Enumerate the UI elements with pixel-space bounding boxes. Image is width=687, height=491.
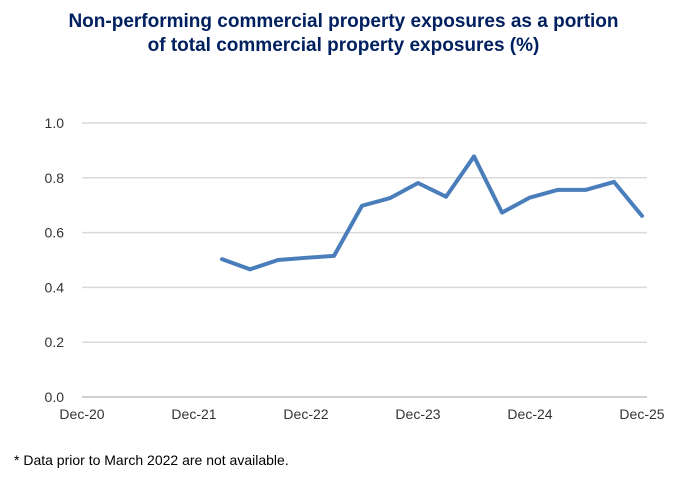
x-tick-label: Dec-25 [619, 406, 664, 422]
y-tick-label: 0.0 [45, 389, 65, 405]
y-tick-label: 0.6 [45, 225, 65, 241]
series-line [220, 154, 644, 272]
y-tick-label: 0.4 [45, 279, 65, 295]
x-tick-label: Dec-20 [59, 406, 104, 422]
chart-title-line-2: of total commercial property exposures (… [147, 35, 540, 56]
y-tick-label: 0.2 [45, 334, 65, 350]
chart-title-line-1: Non-performing commercial property expos… [68, 11, 619, 32]
y-tick-label: 0.8 [45, 170, 65, 186]
x-tick-label: Dec-22 [283, 406, 328, 422]
footnote: * Data prior to March 2022 are not avail… [14, 452, 289, 468]
x-tick-label: Dec-23 [395, 406, 440, 422]
x-tick-label: Dec-24 [507, 406, 552, 422]
chart-title: Non-performing commercial property expos… [0, 10, 687, 58]
x-tick-label: Dec-21 [171, 406, 216, 422]
y-tick-label: 1.0 [45, 115, 65, 131]
